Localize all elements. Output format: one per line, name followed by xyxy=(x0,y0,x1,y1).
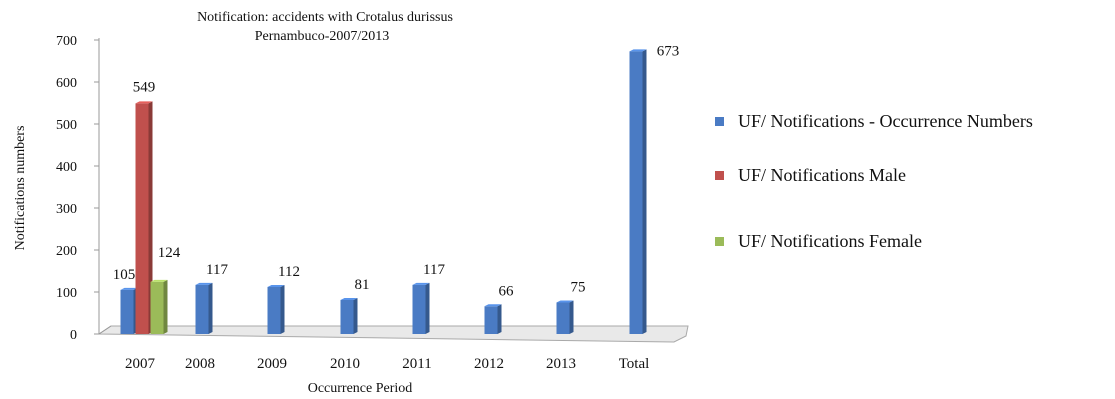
bar-occurrence xyxy=(195,282,213,334)
bar-occurrence-side xyxy=(642,49,647,335)
y-tick-label: 700 xyxy=(56,34,77,49)
y-tick-label: 500 xyxy=(56,118,77,133)
bar-occurrence-top xyxy=(267,284,285,287)
data-label: 117 xyxy=(206,262,228,278)
x-tick-label: 2009 xyxy=(257,356,287,372)
bar-male-top xyxy=(135,101,153,104)
bar-male xyxy=(135,101,153,334)
bar-occurrence-top xyxy=(484,304,502,307)
bar-occurrence-top xyxy=(629,49,647,52)
bar-female-front xyxy=(150,281,164,334)
y-tick-label: 400 xyxy=(56,160,77,175)
bar-occurrence-front xyxy=(556,302,570,334)
bar-female-side xyxy=(163,279,168,334)
bar-occurrence-side xyxy=(353,297,358,334)
x-tick-label: 2012 xyxy=(474,356,504,372)
bar-occurrence-front xyxy=(195,284,209,334)
bar-occurrence-front xyxy=(484,306,498,334)
legend-swatch-male xyxy=(715,171,724,180)
bar-occurrence-front xyxy=(412,284,426,334)
y-tick-label: 600 xyxy=(56,76,77,91)
bar-occurrence-side xyxy=(497,304,502,334)
y-tick-label: 0 xyxy=(70,328,77,343)
bar-occurrence xyxy=(484,304,502,334)
x-tick-label: 2010 xyxy=(330,356,360,372)
data-label: 117 xyxy=(423,262,445,278)
bar-occurrence xyxy=(340,297,358,334)
data-label: 81 xyxy=(355,277,370,293)
bar-occurrence xyxy=(120,287,138,334)
x-tick-label: 2007 xyxy=(125,356,156,372)
bar-occurrence-side xyxy=(280,284,285,334)
chart-floor xyxy=(97,325,689,343)
bar-occurrence-top xyxy=(340,297,358,300)
x-tick-label: Total xyxy=(619,356,650,372)
chart-legend: UF/ Notifications - Occurrence Numbers U… xyxy=(715,0,1115,399)
bar-female xyxy=(150,279,168,334)
bar-occurrence-side xyxy=(425,282,430,334)
chart-title: Notification: accidents with Crotalus du… xyxy=(197,10,453,25)
bar-occurrence-front xyxy=(120,289,134,334)
data-label: 66 xyxy=(499,283,515,299)
data-label: 112 xyxy=(278,264,300,280)
bar-occurrence-top xyxy=(120,287,138,290)
y-axis-label: Notifications numbers xyxy=(13,126,28,251)
bar-occurrence-side xyxy=(208,282,213,334)
x-tick-label: 2011 xyxy=(402,356,431,372)
legend-label-male: UF/ Notifications Male xyxy=(738,165,906,185)
x-axis-label: Occurrence Period xyxy=(308,381,413,396)
y-tick-label: 300 xyxy=(56,202,77,217)
y-tick-label: 200 xyxy=(56,244,77,259)
bar-occurrence-top xyxy=(556,300,574,303)
bar-occurrence xyxy=(412,282,430,334)
legend-swatch-occurrence xyxy=(715,117,724,126)
bar-occurrence-front xyxy=(629,51,643,335)
bar-male-front xyxy=(135,103,149,334)
x-tick-label: 2013 xyxy=(546,356,576,372)
bar-occurrence xyxy=(556,300,574,334)
data-label: 75 xyxy=(571,280,586,296)
data-label: 549 xyxy=(133,79,156,95)
bar-occurrence-front xyxy=(267,286,281,334)
bar-occurrence xyxy=(267,284,285,334)
bar-male-side xyxy=(148,101,153,334)
legend-label-occurrence: UF/ Notifications - Occurrence Numbers xyxy=(738,111,1033,131)
legend-label-female: UF/ Notifications Female xyxy=(738,231,922,251)
floor-edge-line xyxy=(98,325,112,335)
x-tick-label: 2008 xyxy=(185,356,215,372)
bar-occurrence xyxy=(629,49,647,335)
legend-swatch-female xyxy=(715,237,724,246)
bar-occurrence-front xyxy=(340,299,354,334)
bar-female-top xyxy=(150,279,168,282)
data-label: 124 xyxy=(158,245,181,261)
data-label: 673 xyxy=(657,43,680,59)
bar-occurrence-top xyxy=(412,282,430,285)
legend-item-male: UF/ Notifications Male xyxy=(715,165,906,186)
bar-occurrence-side xyxy=(569,300,574,334)
y-tick-label: 100 xyxy=(56,286,77,301)
legend-item-female: UF/ Notifications Female xyxy=(715,231,922,252)
legend-item-occurrence: UF/ Notifications - Occurrence Numbers xyxy=(715,111,1033,132)
bar-occurrence-top xyxy=(195,282,213,285)
chart-subtitle: Pernambuco-2007/2013 xyxy=(255,29,390,44)
data-label: 105 xyxy=(113,267,136,283)
